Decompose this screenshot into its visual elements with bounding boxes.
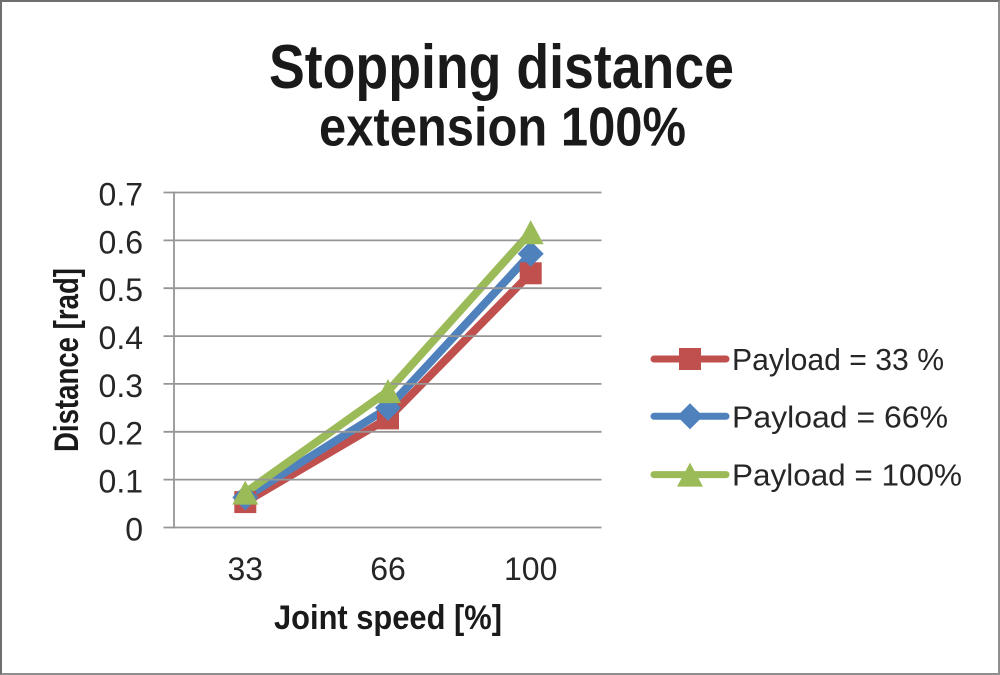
svg-text:33: 33 [228,551,264,587]
svg-text:0.6: 0.6 [99,224,143,260]
svg-text:Payload = 100%: Payload = 100% [732,458,962,493]
svg-text:0.5: 0.5 [99,272,143,308]
svg-text:extension 100%: extension 100% [319,96,686,158]
svg-text:0.7: 0.7 [99,176,143,212]
svg-text:Payload = 66%: Payload = 66% [732,399,948,434]
svg-text:Distance [rad]: Distance [rad] [48,268,86,452]
svg-text:0.3: 0.3 [99,368,143,404]
svg-text:0.1: 0.1 [99,464,143,500]
svg-text:0: 0 [125,511,143,547]
svg-text:0.2: 0.2 [99,416,143,452]
svg-text:66: 66 [370,551,406,587]
svg-text:0.4: 0.4 [99,320,143,356]
svg-text:Stopping distance: Stopping distance [269,33,734,102]
svg-text:100: 100 [504,551,557,587]
svg-text:Joint speed [%]: Joint speed [%] [274,599,502,637]
svg-text:Payload = 33 %: Payload = 33 % [732,342,944,377]
